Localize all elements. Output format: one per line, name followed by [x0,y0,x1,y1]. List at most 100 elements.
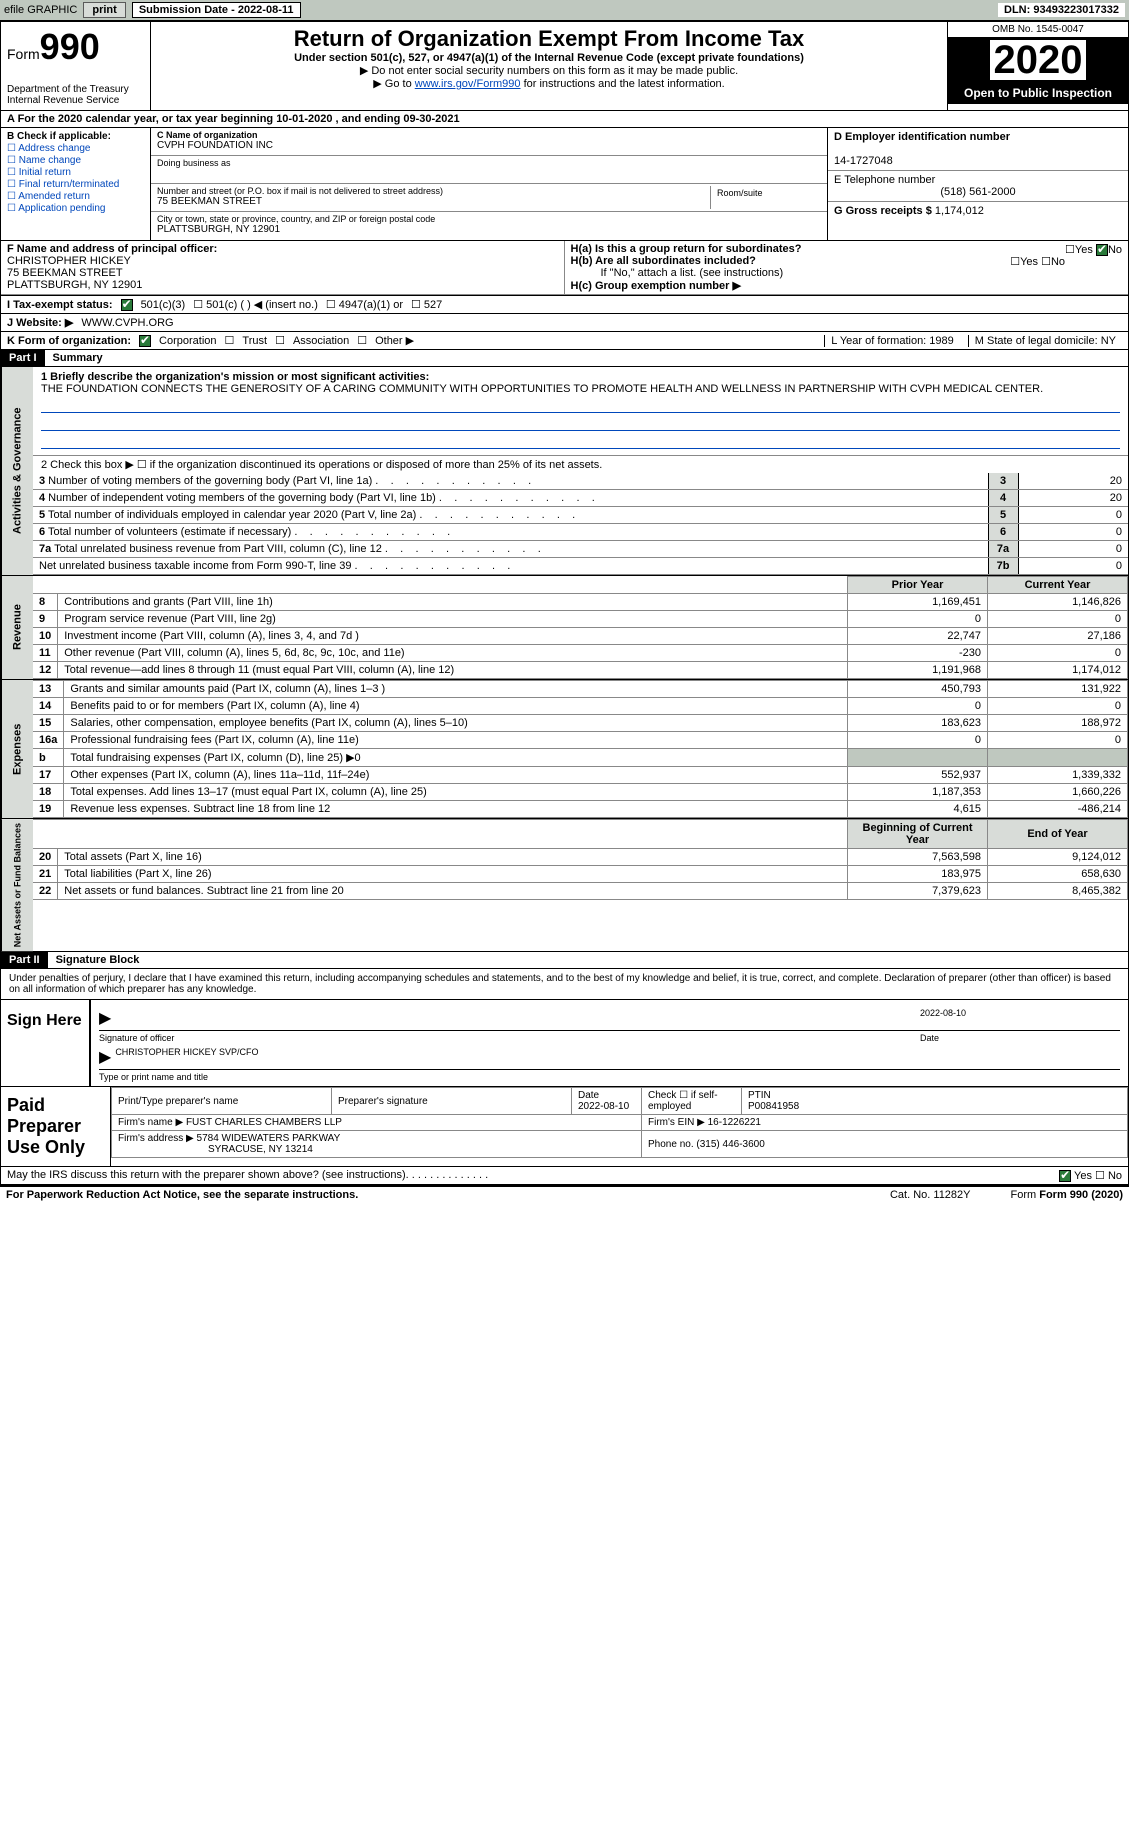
form-header: Form990 Department of the Treasury Inter… [0,21,1129,111]
table-row: 10Investment income (Part VIII, column (… [33,628,1128,645]
prep-name-label: Print/Type preparer's name [112,1088,332,1115]
entity-info-grid: B Check if applicable: ☐ Address change … [0,128,1129,241]
may-irs-yes [1059,1170,1071,1182]
row-a-period: A For the 2020 calendar year, or tax yea… [0,111,1129,128]
irs-link[interactable]: www.irs.gov/Form990 [415,78,521,90]
sign-date: 2022-08-10 [920,1008,1120,1028]
row-k-form-org: K Form of organization: Corporation ☐ Tr… [0,332,1129,350]
table-row: 22Net assets or fund balances. Subtract … [33,883,1128,900]
table-row: 15Salaries, other compensation, employee… [33,715,1128,732]
table-row: 21Total liabilities (Part X, line 26) 18… [33,866,1128,883]
officer-signed-name: CHRISTOPHER HICKEY SVP/CFO [115,1047,258,1067]
tax-year: 2020 [948,38,1128,82]
chk-final-return[interactable]: ☐ Final return/terminated [7,179,144,190]
part2-header: Part II Signature Block [0,952,1129,969]
open-to-public: Open to Public Inspection [948,82,1128,104]
box-d: D Employer identification number 14-1727… [828,128,1128,240]
table-row: 18Total expenses. Add lines 13–17 (must … [33,784,1128,801]
revenue-table: Prior Year Current Year 8Contributions a… [33,576,1128,679]
org-city: PLATTSBURGH, NY 12901 [157,224,821,235]
table-row: 7a Total unrelated business revenue from… [33,541,1128,558]
form-title: Return of Organization Exempt From Incom… [157,26,941,52]
dept-label: Department of the Treasury Internal Reve… [7,84,144,106]
table-row: 16aProfessional fundraising fees (Part I… [33,732,1128,749]
mission-text: THE FOUNDATION CONNECTS THE GENEROSITY O… [41,383,1043,395]
officer-group-row: F Name and address of principal officer:… [0,241,1129,296]
box-b: B Check if applicable: ☐ Address change … [1,128,151,240]
paid-preparer-block: Paid Preparer Use Only Print/Type prepar… [0,1087,1129,1167]
org-address: 75 BEEKMAN STREET [157,196,710,207]
revenue-section: Revenue Prior Year Current Year 8Contrib… [0,576,1129,680]
chk-amended[interactable]: ☐ Amended return [7,191,144,202]
signature-arrow-icon: ▶ [99,1008,111,1028]
form-number: Form990 [7,26,144,68]
form-subtitle: Under section 501(c), 527, or 4947(a)(1)… [157,52,941,64]
chk-name-change[interactable]: ☐ Name change [7,155,144,166]
declaration-text: Under penalties of perjury, I declare th… [0,969,1129,1000]
chk-corporation [139,335,151,347]
line2-checkbox: 2 Check this box ▶ ☐ if the organization… [33,456,1128,473]
phone-value: (518) 561-2000 [834,186,1122,198]
box-c: C Name of organization CVPH FOUNDATION I… [151,128,828,240]
submission-date: Submission Date - 2022-08-11 [132,2,301,18]
box-h: H(a) Is this a group return for subordin… [565,241,1129,295]
firm-addr1: 5784 WIDEWATERS PARKWAY [197,1133,341,1144]
expenses-table: 13Grants and similar amounts paid (Part … [33,680,1128,818]
chk-initial-return[interactable]: ☐ Initial return [7,167,144,178]
chk-501c3 [121,299,133,311]
website-value: WWW.CVPH.ORG [81,317,173,329]
table-row: 20Total assets (Part X, line 16) 7,563,5… [33,849,1128,866]
table-row: 17Other expenses (Part IX, column (A), l… [33,767,1128,784]
may-irs-discuss: May the IRS discuss this return with the… [0,1167,1129,1185]
room-suite: Room/suite [711,186,821,209]
side-label-netassets: Net Assets or Fund Balances [1,819,33,951]
omb-number: OMB No. 1545-0047 [948,22,1128,38]
balances-table: Beginning of Current Year End of Year 20… [33,819,1128,900]
note-goto: ▶ Go to www.irs.gov/Form990 for instruct… [157,77,941,90]
box-f: F Name and address of principal officer:… [1,241,565,295]
sign-here-block: Sign Here ▶ 2022-08-10 Signature of offi… [0,1000,1129,1087]
table-row: 8Contributions and grants (Part VIII, li… [33,594,1128,611]
table-row: 13Grants and similar amounts paid (Part … [33,681,1128,698]
table-row: 3 Number of voting members of the govern… [33,473,1128,490]
table-row: 5 Total number of individuals employed i… [33,507,1128,524]
table-row: 6 Total number of volunteers (estimate i… [33,524,1128,541]
prep-date: 2022-08-10 [578,1101,629,1112]
table-row: 12Total revenue—add lines 8 through 11 (… [33,662,1128,679]
gross-receipts: 1,174,012 [935,205,984,217]
table-row: 9Program service revenue (Part VIII, lin… [33,611,1128,628]
dba-label: Doing business as [157,158,821,168]
firm-name: FUST CHARLES CHAMBERS LLP [186,1117,342,1128]
form-footer: Form Form 990 (2020) [1011,1189,1124,1201]
ha-no-checked [1096,244,1108,256]
firm-addr2: SYRACUSE, NY 13214 [118,1144,313,1155]
row-j-website: J Website: ▶ WWW.CVPH.ORG [0,314,1129,332]
chk-address-change[interactable]: ☐ Address change [7,143,144,154]
top-toolbar: efile GRAPHIC print Submission Date - 20… [0,0,1129,21]
side-label-governance: Activities & Governance [1,367,33,575]
self-employed-check[interactable]: Check ☐ if self-employed [642,1088,742,1115]
officer-name: CHRISTOPHER HICKEY [7,255,131,267]
governance-section: Activities & Governance 1 Briefly descri… [0,367,1129,576]
efile-label: efile GRAPHIC [4,4,77,16]
netassets-section: Net Assets or Fund Balances Beginning of… [0,819,1129,952]
chk-app-pending[interactable]: ☐ Application pending [7,203,144,214]
dln-label: DLN: 93493223017332 [998,3,1125,17]
firm-ein: 16-1226221 [708,1117,761,1128]
table-row: 11Other revenue (Part VIII, column (A), … [33,645,1128,662]
row-i-tax-status: I Tax-exempt status: 501(c)(3) ☐ 501(c) … [0,296,1129,314]
firm-phone: (315) 446-3600 [696,1139,764,1150]
table-row: 14Benefits paid to or for members (Part … [33,698,1128,715]
state-domicile: M State of legal domicile: NY [968,335,1122,347]
print-button[interactable]: print [83,2,125,18]
year-formation: L Year of formation: 1989 [824,335,960,347]
page-footer: For Paperwork Reduction Act Notice, see … [0,1185,1129,1203]
mission-block: 1 Briefly describe the organization's mi… [33,367,1128,456]
part1-header: Part I Summary [0,350,1129,367]
table-row: bTotal fundraising expenses (Part IX, co… [33,749,1128,767]
expenses-section: Expenses 13Grants and similar amounts pa… [0,680,1129,819]
side-label-expenses: Expenses [1,680,33,818]
note-ssn: ▶ Do not enter social security numbers o… [157,64,941,77]
table-row: 4 Number of independent voting members o… [33,490,1128,507]
prep-sig-label: Preparer's signature [332,1088,572,1115]
